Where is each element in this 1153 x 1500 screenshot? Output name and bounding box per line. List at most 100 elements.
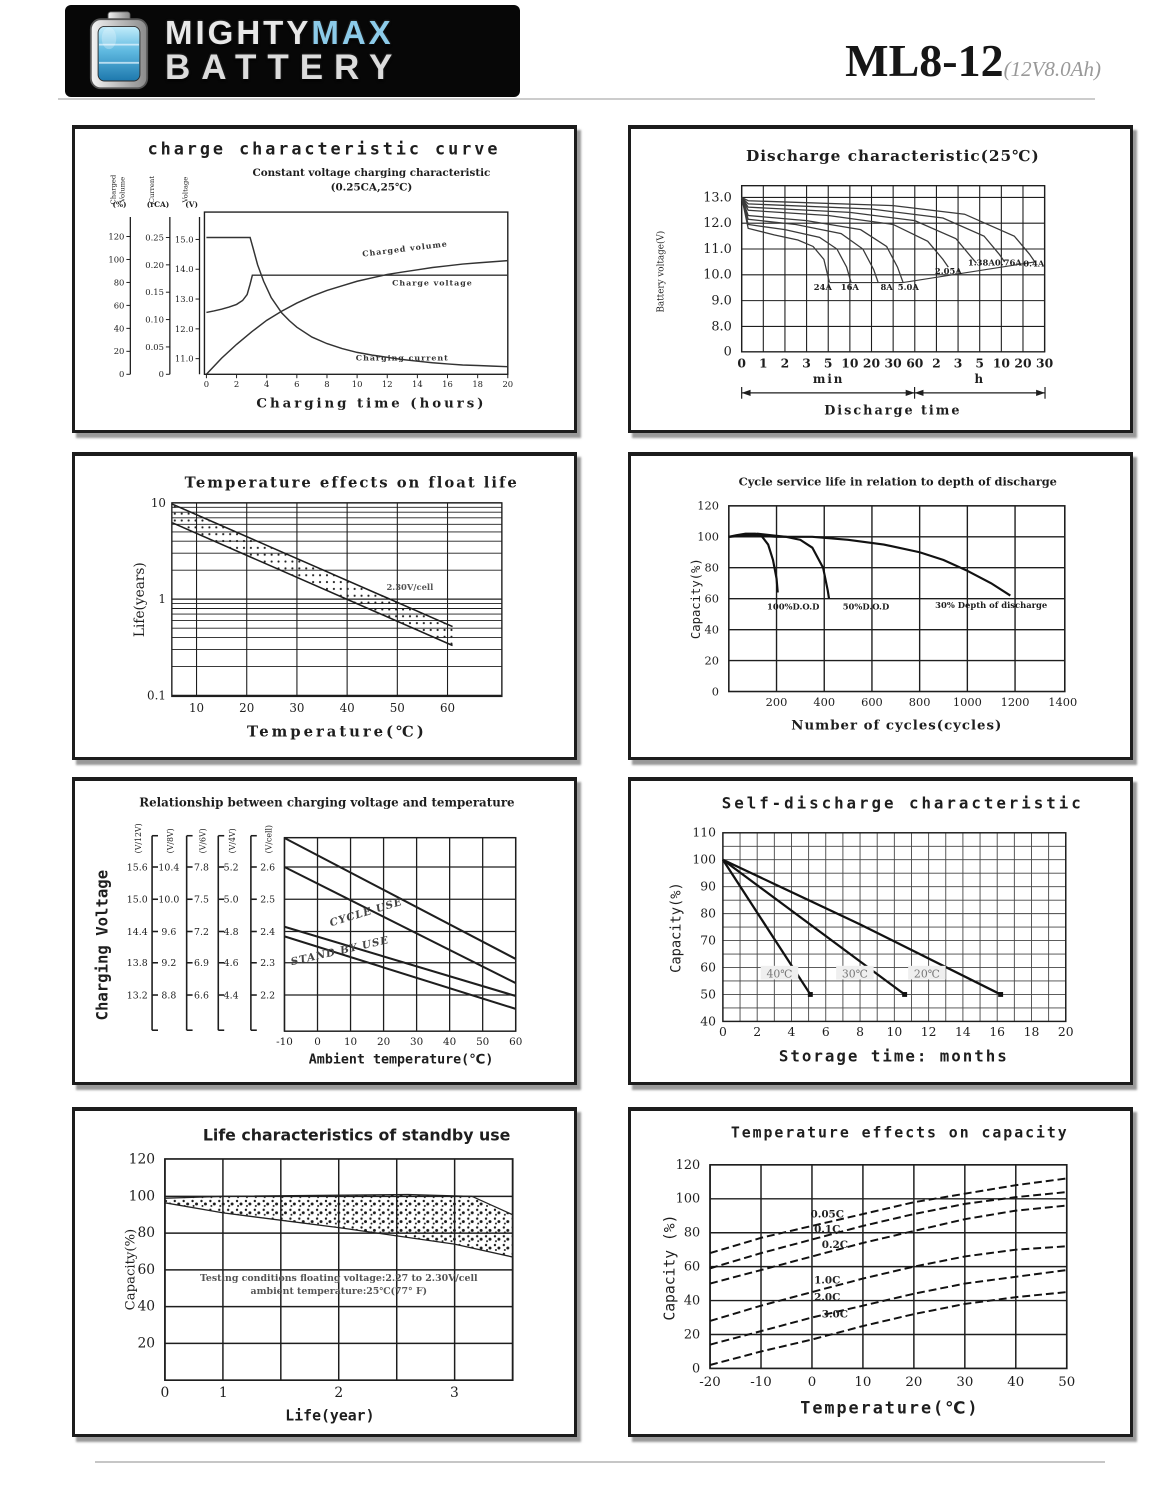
svg-text:0: 0 bbox=[712, 685, 719, 698]
svg-text:120: 120 bbox=[676, 1158, 700, 1173]
svg-text:10: 10 bbox=[344, 1036, 357, 1048]
chart-self-discharge: Self-discharge characteristic 40℃ 30℃ 20℃ 11… bbox=[668, 793, 1084, 1066]
y-axis-label: Capacity(%) bbox=[123, 1229, 138, 1311]
svg-text:60: 60 bbox=[700, 960, 716, 974]
svg-text:0: 0 bbox=[808, 1375, 816, 1390]
svg-text:10: 10 bbox=[189, 701, 204, 715]
svg-text:2.30V/cell: 2.30V/cell bbox=[386, 582, 433, 592]
svg-text:7.2: 7.2 bbox=[194, 927, 209, 938]
svg-text:Current: Current bbox=[148, 176, 156, 204]
svg-text:20: 20 bbox=[114, 346, 125, 356]
svg-text:30℃: 30℃ bbox=[842, 968, 868, 981]
chart-title: Discharge characteristic(25℃) bbox=[746, 147, 1040, 165]
svg-text:60: 60 bbox=[906, 356, 923, 371]
svg-text:Charged: Charged bbox=[109, 174, 117, 204]
svg-text:15.0: 15.0 bbox=[127, 895, 148, 906]
svg-text:10: 10 bbox=[352, 379, 363, 389]
svg-text:9.2: 9.2 bbox=[161, 958, 176, 969]
svg-text:800: 800 bbox=[909, 696, 931, 709]
svg-text:1.0C: 1.0C bbox=[814, 1275, 840, 1287]
svg-text:20: 20 bbox=[684, 1327, 700, 1342]
svg-text:80: 80 bbox=[137, 1225, 155, 1241]
svg-text:8: 8 bbox=[856, 1025, 864, 1039]
svg-text:2.05A: 2.05A bbox=[935, 266, 962, 276]
chart-standby-life: Life characteristics of standby use Testi… bbox=[123, 1125, 514, 1424]
svg-text:3: 3 bbox=[802, 356, 811, 371]
svg-text:0.05: 0.05 bbox=[145, 342, 164, 352]
svg-text:1: 1 bbox=[158, 592, 166, 606]
header-divider bbox=[58, 98, 1095, 100]
svg-text:10: 10 bbox=[841, 356, 858, 371]
svg-text:1400: 1400 bbox=[1048, 696, 1077, 709]
svg-text:-10: -10 bbox=[750, 1375, 771, 1390]
svg-text:20: 20 bbox=[863, 356, 880, 371]
svg-text:Voltage: Voltage bbox=[182, 177, 190, 204]
svg-text:16: 16 bbox=[989, 1025, 1005, 1039]
svg-text:10: 10 bbox=[854, 1375, 871, 1390]
svg-text:40: 40 bbox=[137, 1299, 155, 1315]
svg-text:2.2: 2.2 bbox=[260, 990, 275, 1001]
chart-title: Self-discharge characteristic bbox=[722, 793, 1084, 812]
svg-text:40: 40 bbox=[114, 323, 125, 333]
test-conditions-note: Testing conditions floating voltage:2.27… bbox=[200, 1273, 478, 1284]
svg-text:20: 20 bbox=[137, 1335, 155, 1351]
svg-text:12: 12 bbox=[382, 379, 393, 389]
svg-text:Charged volume: Charged volume bbox=[362, 239, 448, 258]
x-axis-label: Ambient temperature(℃) bbox=[309, 1051, 494, 1067]
svg-text:10.0: 10.0 bbox=[703, 268, 732, 283]
mightymax-logo: MIGHTYMAX BATTERY bbox=[65, 5, 520, 97]
chart-title: Temperature effects on float life bbox=[185, 474, 519, 491]
svg-text:50: 50 bbox=[1058, 1375, 1075, 1390]
svg-text:5: 5 bbox=[975, 356, 984, 371]
chart-charging-voltage-temperature-box: Relationship between charging voltage an… bbox=[72, 777, 577, 1085]
svg-text:10: 10 bbox=[886, 1025, 902, 1039]
svg-text:4.6: 4.6 bbox=[224, 958, 239, 969]
svg-text:120: 120 bbox=[129, 1152, 155, 1168]
svg-text:0.1: 0.1 bbox=[147, 688, 166, 702]
svg-text:0: 0 bbox=[737, 356, 746, 371]
svg-text:2.0C: 2.0C bbox=[814, 1292, 840, 1304]
svg-text:(V/8V): (V/8V) bbox=[166, 828, 175, 853]
svg-text:0.4A: 0.4A bbox=[1023, 258, 1045, 268]
svg-text:120: 120 bbox=[697, 500, 719, 513]
svg-text:14: 14 bbox=[412, 379, 423, 389]
svg-text:100: 100 bbox=[697, 531, 719, 544]
svg-text:12.0: 12.0 bbox=[175, 324, 194, 334]
svg-text:2: 2 bbox=[932, 356, 941, 371]
svg-text:15.6: 15.6 bbox=[127, 862, 148, 873]
svg-text:40℃: 40℃ bbox=[766, 968, 792, 981]
x-axis-label: Storage time: months bbox=[779, 1047, 1009, 1066]
svg-text:24A: 24A bbox=[814, 282, 833, 292]
svg-text:80: 80 bbox=[114, 277, 125, 287]
svg-text:40: 40 bbox=[443, 1036, 456, 1048]
model-spec: (12V8.0Ah) bbox=[1003, 57, 1101, 81]
svg-text:110: 110 bbox=[692, 826, 716, 840]
svg-text:30: 30 bbox=[1036, 356, 1053, 371]
svg-text:0.20: 0.20 bbox=[145, 260, 164, 270]
svg-text:ambient temperature:25℃(77° F): ambient temperature:25℃(77° F) bbox=[251, 1286, 428, 1297]
model-name: ML8-12 bbox=[845, 35, 1004, 86]
svg-text:0: 0 bbox=[719, 1025, 727, 1039]
svg-text:0: 0 bbox=[314, 1036, 321, 1048]
svg-text:6.9: 6.9 bbox=[194, 958, 209, 969]
svg-text:100: 100 bbox=[108, 254, 124, 264]
svg-text:(rCA): (rCA) bbox=[147, 200, 170, 209]
svg-text:Charge voltage: Charge voltage bbox=[392, 279, 473, 288]
svg-text:100: 100 bbox=[692, 853, 716, 867]
svg-text:min: min bbox=[813, 372, 845, 386]
svg-text:6: 6 bbox=[822, 1025, 830, 1039]
svg-text:50%D.O.D: 50%D.O.D bbox=[843, 602, 890, 612]
svg-text:1200: 1200 bbox=[1001, 696, 1030, 709]
svg-text:4: 4 bbox=[264, 379, 269, 389]
chart-title: charge characteristic curve bbox=[148, 138, 501, 158]
x-axis-label: Temperature(℃) bbox=[800, 1398, 979, 1418]
x-axis-label: Temperature(℃) bbox=[247, 724, 427, 741]
svg-text:7.8: 7.8 bbox=[194, 862, 209, 873]
chart-temperature-capacity: Temperature effects on capacity 0.05C 0.1C… bbox=[661, 1124, 1075, 1418]
svg-text:6.6: 6.6 bbox=[194, 990, 209, 1001]
svg-text:60: 60 bbox=[704, 593, 718, 606]
svg-text:200: 200 bbox=[766, 696, 788, 709]
footer-divider bbox=[95, 1461, 1105, 1463]
svg-text:0.05C: 0.05C bbox=[811, 1208, 844, 1220]
